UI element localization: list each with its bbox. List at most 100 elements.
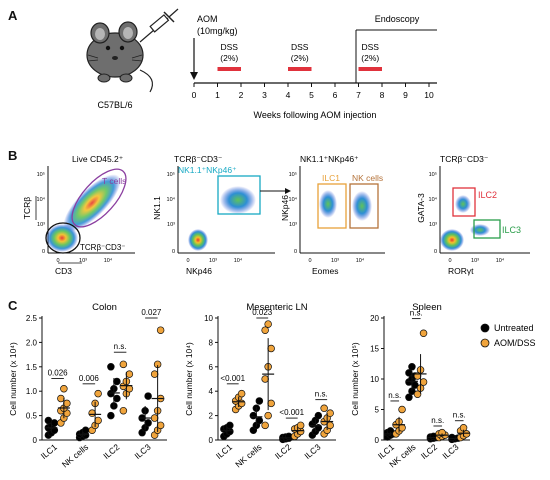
flow-plot-1: Live CD45.2⁺ T cells TCRβ⁻CD3⁻ TCRβ CD3 [22, 154, 135, 276]
y-tick-label: 8 [209, 338, 214, 347]
flow-plot-2-title: TCRβ⁻CD3⁻ [174, 154, 223, 164]
data-point [226, 421, 234, 430]
flow-plot-4-ylabel: GATA-3 [416, 193, 426, 223]
flow-plot-1-title: Live CD45.2⁺ [72, 154, 124, 164]
flow-plot-3: NK1.1⁺NKp46⁺ ILC1 NK cells NKp46 Eomes [280, 154, 385, 276]
p-value-label: n.s. [315, 390, 328, 399]
category-label: ILC3 [132, 442, 152, 461]
p-value-label: 0.006 [79, 374, 100, 383]
panel-b-letter: B [8, 148, 18, 163]
flow-plot-3-xlabel: Eomes [312, 266, 338, 276]
data-point [113, 377, 121, 386]
timeline-tick-label: 6 [333, 90, 338, 100]
category-label: NK cells [60, 442, 90, 470]
mouse-icon [86, 21, 153, 93]
flow-y-tick-label: 10³ [429, 222, 437, 228]
dot-plot-1: Colon 0 0.5 1.0 1.5 2.0 2.5 Cell number (x 10⁴)… [8, 302, 167, 470]
data-point [107, 363, 115, 371]
data-point [264, 411, 272, 420]
data-point [249, 411, 258, 420]
flow-x-tick-label: 0 [308, 258, 311, 264]
legend-marker [480, 338, 490, 348]
flow-y-tick-label: 10⁴ [37, 196, 46, 203]
dss-label: DSS [291, 42, 309, 52]
flow-plot-4-xlabel: RORγt [448, 266, 474, 276]
syringe-icon [139, 8, 179, 43]
y-tick-label: 4 [209, 387, 214, 396]
data-point [60, 385, 68, 393]
flow-y-tick-label: 10³ [289, 222, 297, 228]
y-tick-label: 1.5 [26, 363, 38, 372]
dss-label: DSS [362, 42, 380, 52]
ilc2-gate-label: ILC2 [478, 190, 497, 200]
p-value-label: n.s. [453, 411, 466, 420]
flow-y-tick-label: 0 [294, 249, 297, 255]
y-tick-label: 20 [370, 314, 379, 323]
legend-marker [480, 323, 490, 333]
tcrneg-gate [45, 222, 81, 254]
flow-x-tick-label: 10⁴ [496, 257, 505, 264]
y-tick-label: 15 [370, 345, 379, 354]
dss-period-bar [358, 67, 382, 71]
y-tick-label: 5 [375, 406, 380, 415]
data-point [408, 363, 416, 371]
data-point [267, 344, 275, 353]
nkcells-gate-label: NK cells [352, 173, 383, 183]
dot-plot-2: Mesenteric LN 0 2 4 6 8 10 Cell number (x 10⁴) I… [184, 302, 336, 470]
category-label: NK cells [233, 442, 263, 470]
dot-plot-ylabel: Cell number (x 10⁵) [350, 342, 360, 416]
timeline-tick-label: 4 [286, 90, 291, 100]
dot-plot-title: Spleen [412, 302, 442, 313]
flow-plot-1-ylabel: TCRβ [22, 197, 32, 219]
timeline-tick-label: 10 [424, 90, 434, 100]
y-tick-label: 0 [375, 436, 380, 445]
timeline-tick-label: 3 [262, 90, 267, 100]
data-point [44, 416, 53, 425]
data-point [237, 389, 246, 398]
y-tick-label: 2 [209, 412, 214, 421]
ilc1-gate [317, 183, 347, 229]
y-tick-label: 0 [33, 436, 38, 445]
dss-period-bar [288, 67, 312, 71]
y-tick-label: 1.0 [26, 387, 38, 396]
legend-label: AOM/DSS [494, 338, 536, 348]
data-point [156, 421, 165, 430]
flow-y-tick-label: 10⁴ [289, 196, 298, 203]
timeline-tick-label: 7 [356, 90, 361, 100]
p-value-label: 0.023 [252, 308, 273, 317]
p-value-label: <0.001 [279, 408, 304, 417]
category-label: ILC2 [101, 442, 121, 461]
data-point [255, 397, 264, 405]
ilc2-gate [452, 187, 476, 217]
data-point [264, 320, 272, 328]
flow-y-tick-label: 0 [434, 249, 437, 255]
y-tick-label: 2.0 [26, 338, 38, 347]
p-value-label: n.s. [388, 391, 401, 400]
ilc1-gate-label: ILC1 [322, 173, 340, 183]
data-point [144, 419, 152, 427]
y-tick-label: 0.5 [26, 412, 38, 421]
flow-x-tick-label: 10⁴ [234, 257, 243, 264]
flow-x-tick-label: 0 [448, 258, 451, 264]
flow-y-tick-label: 0 [42, 249, 45, 255]
data-point [405, 369, 413, 377]
flow-x-tick-label: 10⁴ [356, 257, 365, 264]
category-label: ILC1 [39, 442, 59, 461]
nk-gate-label: NK1.1⁺NKp46⁺ [178, 165, 237, 175]
data-point [255, 416, 264, 425]
aom-label: AOM [197, 14, 218, 24]
data-point [125, 370, 134, 378]
y-tick-label: 2.5 [26, 314, 38, 323]
endoscopy-label: Endoscopy [375, 14, 420, 24]
flow-y-tick-label: 10⁵ [167, 171, 175, 178]
data-point [156, 326, 165, 334]
legend-label: Untreated [494, 323, 534, 333]
y-tick-label: 6 [209, 363, 214, 372]
tcells-gate [71, 168, 127, 228]
p-value-label: n.s. [114, 342, 127, 351]
dss-label: DSS [221, 42, 239, 52]
data-point [107, 411, 115, 420]
nkcells-gate [349, 183, 379, 229]
flow-x-tick-label: 10⁴ [104, 257, 113, 264]
data-point [405, 393, 413, 402]
